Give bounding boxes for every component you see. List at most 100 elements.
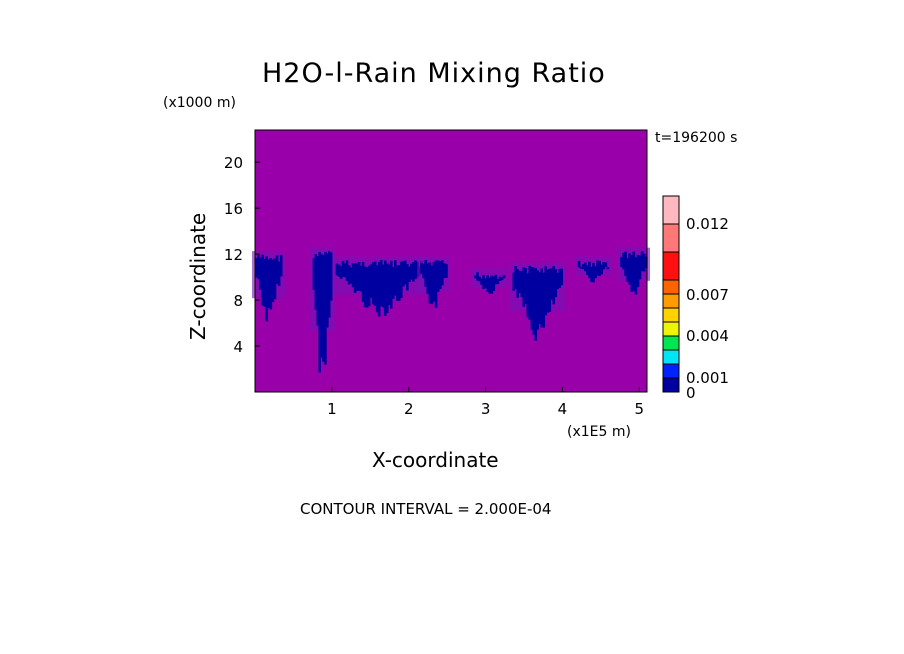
- y-tick-label: 8: [233, 292, 243, 310]
- rain-column: [583, 262, 587, 272]
- rain-column: [395, 265, 399, 302]
- rain-column: [520, 271, 524, 298]
- rain-column: [428, 262, 432, 304]
- rain-column: [602, 262, 606, 270]
- colorbar-swatch: [662, 293, 680, 309]
- rain-column: [478, 276, 481, 282]
- rain-column: [353, 263, 357, 293]
- colorbar-swatch: [662, 195, 680, 225]
- rain-column: [474, 275, 477, 279]
- rain-column: [389, 260, 393, 309]
- rain-column: [412, 262, 415, 282]
- rain-column: [341, 260, 345, 278]
- rain-column: [385, 263, 389, 313]
- rain-column: [379, 259, 383, 307]
- rain-column: [359, 265, 363, 292]
- plot-frame: [254, 129, 648, 393]
- rain-column: [335, 263, 339, 276]
- rain-column: [383, 260, 387, 316]
- rain-column: [530, 267, 534, 330]
- rain-column: [329, 252, 333, 301]
- rain-column: [432, 261, 436, 302]
- rain-column: [424, 259, 428, 287]
- rain-column: [640, 251, 644, 272]
- rain-column: [630, 255, 634, 293]
- x-tick-label: 2: [404, 400, 414, 418]
- y-axis: 4 8 12 16 20: [224, 154, 260, 356]
- rain-column: [408, 266, 411, 283]
- colorbar-swatch: [662, 335, 680, 351]
- rain-column: [552, 266, 556, 305]
- chart-title: H2O-l-Rain Mixing Ratio: [262, 58, 606, 89]
- rain-column: [343, 263, 347, 278]
- y-unit-label: (x1000 m): [163, 95, 236, 111]
- rain-column: [355, 263, 359, 292]
- rain-column: [363, 266, 367, 308]
- colorbar-label: 0.007: [686, 286, 729, 304]
- rain-column: [592, 262, 595, 283]
- x-axis: 1 2 3 4 5: [327, 387, 644, 418]
- rain-column: [579, 266, 583, 269]
- rain-column: [588, 261, 591, 279]
- rain-column: [554, 269, 558, 298]
- rain-column: [626, 258, 629, 282]
- rain-column: [443, 263, 446, 279]
- rain-column: [316, 256, 320, 326]
- rain-column: [484, 278, 487, 289]
- rain-column: [528, 265, 532, 320]
- colorbar-label: 0: [686, 384, 696, 402]
- rain-column: [399, 261, 403, 298]
- rain-column: [312, 258, 316, 290]
- rain-column: [269, 258, 273, 310]
- rain-column: [347, 265, 351, 285]
- x-tick-label: 1: [327, 400, 337, 418]
- rain-column: [445, 264, 448, 278]
- rain-column: [328, 251, 331, 318]
- rain-column: [279, 255, 283, 277]
- rain-column: [596, 260, 599, 276]
- rain-column: [488, 277, 492, 294]
- rain-column: [369, 264, 373, 298]
- rain-column: [410, 263, 413, 280]
- rain-column: [548, 268, 552, 312]
- y-tick-label: 12: [224, 246, 243, 264]
- rain-column: [632, 251, 636, 292]
- colorbar-swatch: [662, 363, 680, 379]
- x-tick-label: 4: [558, 400, 568, 418]
- rain-column: [337, 264, 341, 277]
- rain-column: [339, 265, 343, 279]
- colorbar-label: 0.001: [686, 369, 729, 387]
- rain-column: [373, 261, 377, 306]
- rain-column: [620, 256, 623, 267]
- rain-column: [326, 253, 329, 328]
- rain-column: [257, 255, 260, 280]
- rain-column: [273, 258, 277, 300]
- rain-column: [556, 272, 560, 290]
- rain-column: [542, 272, 546, 328]
- rain-column: [393, 260, 397, 296]
- x-unit-label: (x1E5 m): [567, 424, 631, 440]
- rain-column: [314, 254, 318, 310]
- rain-column: [494, 274, 498, 285]
- rain-column: [540, 268, 544, 328]
- y-tick-label: 16: [224, 200, 243, 218]
- rain-column: [420, 263, 423, 274]
- rain-column: [550, 268, 554, 300]
- rain-regions: [252, 247, 650, 373]
- rain-column: [345, 260, 349, 281]
- rain-column: [586, 265, 589, 275]
- rain-column: [365, 267, 369, 308]
- rain-column: [436, 260, 440, 292]
- rain-column: [624, 251, 627, 276]
- colorbar-swatch: [662, 251, 680, 281]
- rain-column: [271, 259, 275, 303]
- rain-column: [426, 263, 430, 294]
- rain-column: [261, 254, 264, 306]
- rain-column: [581, 264, 585, 270]
- rain-column: [402, 261, 405, 287]
- colorbar-label: 0.012: [686, 215, 729, 233]
- rain-column: [606, 267, 610, 270]
- rain-column: [438, 261, 442, 290]
- colorbar-swatch: [662, 279, 680, 295]
